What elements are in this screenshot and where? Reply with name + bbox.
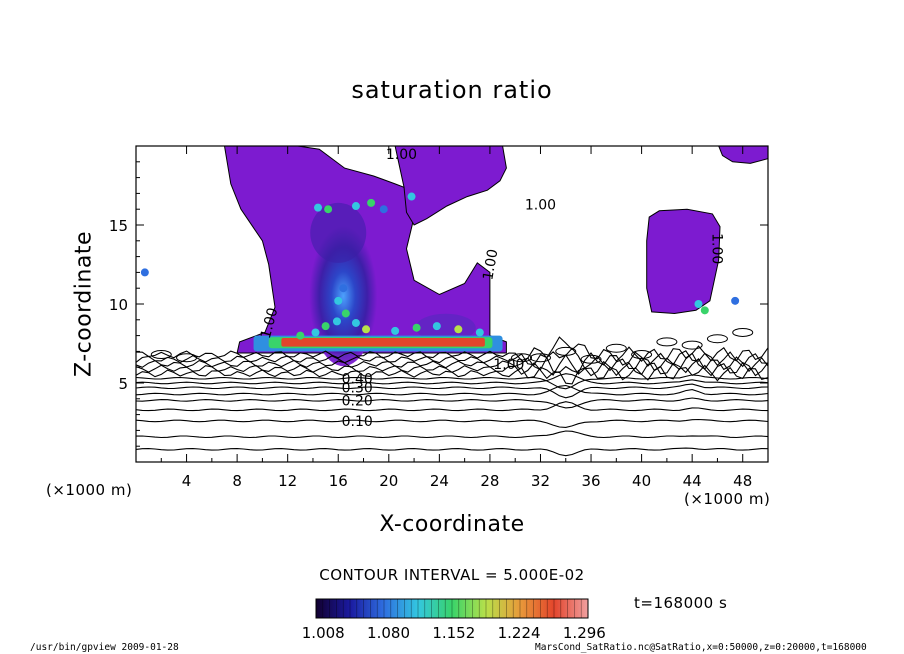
contour-loop bbox=[555, 346, 577, 356]
colorbar-tick-label: 1.224 bbox=[498, 624, 541, 642]
contour-line bbox=[136, 374, 768, 390]
x-tick-label: 20 bbox=[379, 472, 398, 490]
x-tick-label: 44 bbox=[683, 472, 702, 490]
saturation-blob bbox=[321, 322, 330, 331]
x-tick-label: 32 bbox=[531, 472, 550, 490]
x-tick-label: 36 bbox=[581, 472, 600, 490]
supersat-region-top-right bbox=[718, 146, 768, 164]
chart-title: saturation ratio bbox=[351, 76, 553, 104]
time-label: t=168000 s bbox=[634, 594, 728, 612]
x-tick-label: 28 bbox=[480, 472, 499, 490]
saturation-cell bbox=[351, 202, 360, 211]
x-tick-label: 4 bbox=[182, 472, 192, 490]
saturation-blob bbox=[475, 328, 484, 337]
plot-area: 0.10 0.200.300.40 1.00 1.00 1.00 1.00 1.00 1.00 bbox=[136, 146, 768, 457]
contour-label: 0.10 bbox=[342, 414, 373, 430]
supersat-region-east bbox=[646, 208, 721, 315]
contour-label: 1.00 bbox=[386, 147, 417, 163]
contour-line bbox=[136, 430, 768, 439]
contour-label: 1.00 bbox=[525, 197, 556, 213]
saturation-blob bbox=[332, 317, 341, 326]
y-tick-label: 10 bbox=[109, 296, 128, 314]
colorbar-tick-label: 1.296 bbox=[563, 624, 606, 642]
saturation-blob bbox=[391, 326, 400, 335]
colorbar-tick-label: 1.152 bbox=[432, 624, 475, 642]
contour-line bbox=[136, 357, 768, 385]
saturation-blob bbox=[334, 296, 343, 305]
contour-line bbox=[136, 401, 768, 412]
contour-loop bbox=[656, 337, 678, 347]
saturation-cell bbox=[140, 268, 149, 277]
saturation-blob bbox=[362, 325, 371, 334]
contour-loop bbox=[176, 353, 198, 363]
x-tick-label: 8 bbox=[232, 472, 242, 490]
contour-line bbox=[136, 350, 768, 374]
high-band-core bbox=[281, 337, 485, 347]
saturation-upper-core bbox=[310, 202, 367, 263]
contour-loop bbox=[605, 343, 627, 353]
x-tick-label: 48 bbox=[733, 472, 752, 490]
saturation-cell bbox=[324, 205, 333, 214]
saturation-blob bbox=[311, 328, 320, 337]
x-tick-label: 12 bbox=[278, 472, 297, 490]
y-axis-label: Z-coordinate bbox=[71, 231, 97, 377]
contour-loop bbox=[706, 334, 728, 344]
y-tick-label: 15 bbox=[109, 217, 128, 235]
contour-label: 1.00 bbox=[258, 306, 282, 340]
contour-label: 0.20 bbox=[342, 393, 373, 409]
x-axis-unit: (×1000 m) bbox=[684, 490, 771, 508]
saturation-mid-band bbox=[415, 313, 476, 342]
saturation-blob bbox=[351, 318, 360, 327]
contour-loop bbox=[529, 353, 551, 363]
colorbar-tick-label: 1.008 bbox=[302, 624, 345, 642]
footer-left: /usr/bin/gpview 2009-01-28 bbox=[30, 642, 179, 653]
contour-line bbox=[136, 373, 768, 385]
contour-label: 1.00 bbox=[493, 357, 524, 373]
contour-label: 0.30 bbox=[342, 381, 373, 397]
contour-line bbox=[136, 397, 768, 409]
x-tick-label: 16 bbox=[329, 472, 348, 490]
contour-line bbox=[136, 384, 768, 396]
saturation-blob bbox=[412, 323, 421, 332]
y-tick-label: 5 bbox=[118, 375, 128, 393]
x-axis-label: X-coordinate bbox=[379, 512, 525, 537]
contour-label: 1.00 bbox=[480, 248, 501, 281]
saturation-cell bbox=[314, 203, 323, 212]
saturation-cell bbox=[407, 192, 416, 201]
saturation-blob bbox=[296, 331, 305, 340]
saturation-core bbox=[309, 226, 378, 367]
x-tick-label: 24 bbox=[430, 472, 449, 490]
contour-loop bbox=[511, 353, 533, 363]
contour-loop bbox=[631, 350, 653, 360]
x-tick-label: 40 bbox=[632, 472, 651, 490]
contour-label: 0.40 bbox=[342, 371, 373, 387]
saturation-cell bbox=[367, 198, 376, 207]
contour-label: 1.00 bbox=[708, 233, 724, 264]
footer-right: MarsCond_SatRatio.nc@SatRatio,x=0:50000,… bbox=[535, 642, 867, 653]
contour-line bbox=[136, 383, 768, 399]
contour-loop bbox=[681, 340, 703, 350]
contour-line bbox=[136, 347, 768, 373]
contour-interval: CONTOUR INTERVAL = 5.000E-02 bbox=[319, 566, 585, 584]
saturation-blob bbox=[341, 309, 350, 318]
saturation-cell bbox=[700, 306, 709, 315]
contour-loop bbox=[732, 327, 754, 337]
y-axis-unit: (×1000 m) bbox=[46, 481, 133, 499]
contour-line bbox=[136, 418, 768, 428]
saturation-blob bbox=[432, 322, 441, 331]
colorbar-tick-label: 1.080 bbox=[367, 624, 410, 642]
contour-loop bbox=[580, 354, 602, 364]
contour-line bbox=[136, 447, 768, 457]
saturation-cell bbox=[379, 205, 388, 214]
saturation-blob bbox=[454, 325, 463, 334]
saturation-cell bbox=[694, 300, 703, 308]
contour-line bbox=[136, 336, 768, 363]
saturation-cell bbox=[731, 296, 740, 305]
contour-line bbox=[136, 354, 768, 382]
contour-loop bbox=[150, 350, 172, 360]
saturation-blob bbox=[339, 284, 348, 293]
supersat-region-right bbox=[394, 146, 507, 226]
